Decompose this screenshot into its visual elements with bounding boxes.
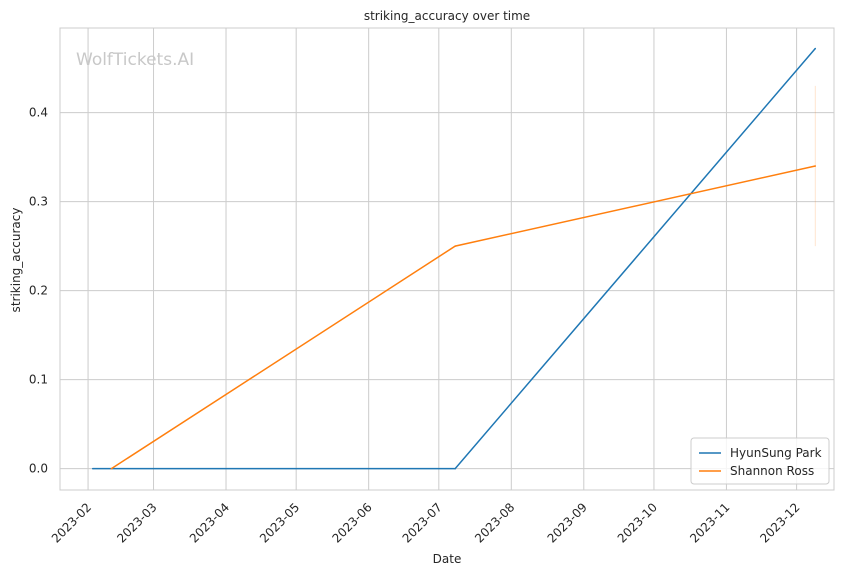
data-point xyxy=(814,165,817,167)
y-tick-label: 0.4 xyxy=(29,106,48,120)
y-tick-label: 0.3 xyxy=(29,195,48,209)
data-point xyxy=(91,467,94,470)
watermark: WolfTickets.AI xyxy=(76,50,194,70)
legend-label: Shannon Ross xyxy=(730,464,814,478)
data-point xyxy=(814,47,817,50)
x-axis-label: Date xyxy=(433,552,462,566)
legend-label: HyunSung Park xyxy=(730,446,822,460)
data-point xyxy=(110,467,113,470)
y-tick-label: 0.2 xyxy=(29,284,48,298)
legend: HyunSung Park Shannon Ross xyxy=(690,437,830,485)
chart-title: striking_accuracy over time xyxy=(364,9,530,23)
data-point xyxy=(454,467,456,470)
y-axis-label: striking_accuracy xyxy=(9,208,23,313)
y-tick-label: 0.1 xyxy=(29,373,48,387)
data-point xyxy=(454,245,456,247)
legend-box xyxy=(690,437,830,485)
y-tick-label: 0.0 xyxy=(29,462,48,476)
plot-border xyxy=(59,27,835,491)
